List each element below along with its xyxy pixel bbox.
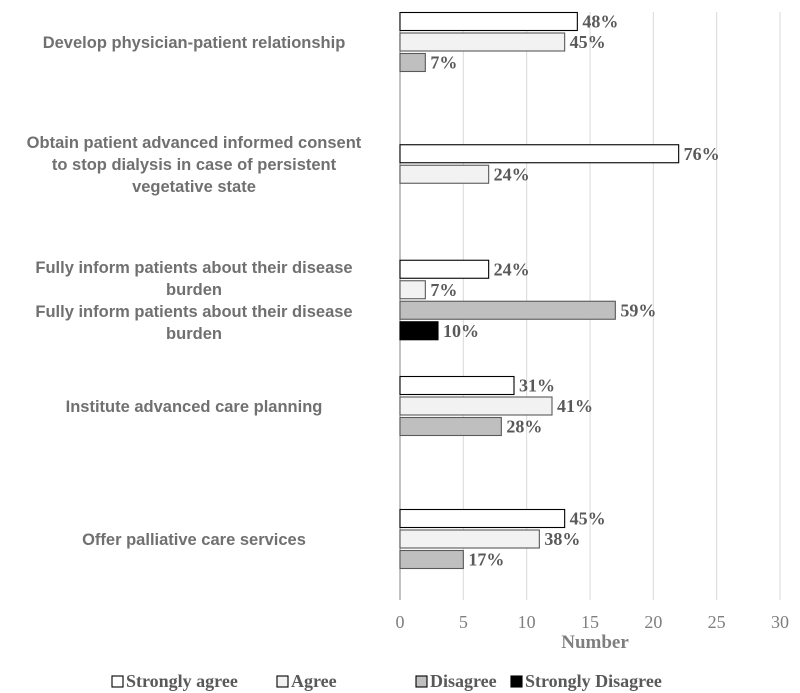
grid-lines <box>399 12 781 600</box>
data-label: 41% <box>557 396 593 416</box>
data-label: 17% <box>468 550 504 570</box>
data-label: 45% <box>570 509 606 529</box>
legend-swatch-agree <box>276 675 289 688</box>
bars-group <box>399 11 680 570</box>
bar-disagree <box>399 549 464 570</box>
x-tick-label: 10 <box>518 612 536 632</box>
bar-strongly-agree <box>399 508 566 529</box>
legend-label-strongly-disagree: Strongly Disagree <box>525 671 662 691</box>
data-label: 24% <box>494 164 530 184</box>
legend-label-agree: Agree <box>291 671 337 691</box>
data-label: 28% <box>506 417 542 437</box>
data-label: 38% <box>544 529 580 549</box>
legend-label-disagree: Disagree <box>430 671 497 691</box>
bar-strongly-agree <box>399 259 490 279</box>
legend: Strongly agree Agree Disagree Strongly Disa… <box>111 671 662 691</box>
data-label: 7% <box>430 53 457 73</box>
category-labels-group: Develop physician-patient relationship Ob… <box>27 34 362 549</box>
bar-strongly-agree <box>399 375 515 396</box>
legend-swatch-strongly-disagree <box>510 675 523 688</box>
legend-swatch-strongly-agree <box>111 675 124 688</box>
data-label: 59% <box>620 300 656 320</box>
x-tick-label: 20 <box>644 612 662 632</box>
data-label: 76% <box>684 144 720 164</box>
data-label: 24% <box>494 259 530 279</box>
bar-strongly-agree <box>399 11 578 32</box>
bar-agree <box>399 396 553 416</box>
category-label: burden <box>166 325 222 343</box>
data-label: 45% <box>570 32 606 52</box>
bar-agree <box>399 529 540 549</box>
legend-label-strongly-agree: Strongly agree <box>126 671 238 691</box>
x-axis-title: Number <box>561 632 629 653</box>
bar-agree <box>399 280 426 300</box>
category-label: Institute advanced care planning <box>66 398 323 416</box>
bar-agree <box>399 164 490 184</box>
x-tick-label: 15 <box>581 612 599 632</box>
legend-swatch-disagree <box>415 675 428 688</box>
category-label: burden <box>166 281 222 299</box>
category-label: Offer palliative care services <box>82 531 306 549</box>
data-label: 7% <box>430 280 457 300</box>
category-label: Fully inform patients about their diseas… <box>35 303 352 321</box>
category-label: Fully inform patients about their diseas… <box>35 259 352 277</box>
bar-strongly-agree <box>399 144 680 164</box>
bar-disagree <box>399 416 502 437</box>
category-label: to stop dialysis in case of persistent <box>52 156 337 174</box>
x-tick-label: 5 <box>459 612 468 632</box>
bar-agree <box>399 32 566 52</box>
x-tick-label: 0 <box>396 612 405 632</box>
bar-disagree <box>399 52 426 73</box>
data-label: 10% <box>443 321 479 341</box>
value-labels-group: 48%45%7%76%24%24%7%59%10%31%41%28%45%38%… <box>430 12 719 570</box>
data-label: 48% <box>582 12 618 32</box>
x-tick-label: 30 <box>771 612 789 632</box>
data-label: 31% <box>519 376 555 396</box>
bar-disagree <box>399 300 616 320</box>
x-tick-label: 25 <box>708 612 726 632</box>
category-label: Obtain patient advanced informed consent <box>27 134 362 152</box>
x-tick-labels-group: 0 5 10 15 20 25 30 <box>396 612 790 632</box>
bar-strongly-disagree <box>399 321 439 341</box>
category-label: Develop physician-patient relationship <box>43 34 346 52</box>
category-label: vegetative state <box>132 178 256 196</box>
